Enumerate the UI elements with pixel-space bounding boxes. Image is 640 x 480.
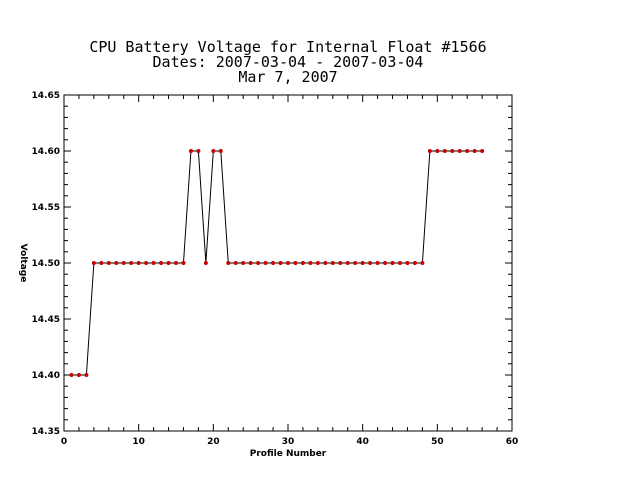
data-point [136, 261, 141, 265]
series-group [69, 149, 485, 377]
x-axis: 0 10 20 30 40 50 60 [61, 95, 518, 447]
data-point [427, 149, 432, 153]
data-point [315, 261, 320, 265]
chart-title-line-1: CPU Battery Voltage for Internal Float #… [89, 38, 486, 56]
data-point [188, 149, 193, 153]
data-point [345, 261, 350, 265]
chart-title: CPU Battery Voltage for Internal Float #… [89, 38, 486, 86]
data-point [151, 261, 156, 265]
data-point [99, 261, 104, 265]
data-point [84, 373, 89, 377]
data-point [442, 149, 447, 153]
data-point [106, 261, 111, 265]
y-tick-label: 14.60 [32, 147, 60, 157]
y-tick-label: 14.45 [32, 315, 60, 325]
data-point [76, 373, 81, 377]
x-tick-label: 30 [282, 437, 295, 447]
data-point [226, 261, 231, 265]
x-tick-label: 60 [506, 437, 519, 447]
data-point [218, 149, 223, 153]
data-point [308, 261, 313, 265]
data-point [465, 149, 470, 153]
data-point [405, 261, 410, 265]
data-point [121, 261, 126, 265]
y-axis: 14.35 14.40 14.45 14.50 14.55 14.60 14.65 [32, 91, 512, 437]
data-point [450, 149, 455, 153]
data-point [248, 261, 253, 265]
x-tick-label: 40 [356, 437, 369, 447]
data-point [360, 261, 365, 265]
data-point [375, 261, 380, 265]
x-axis-label: Profile Number [250, 449, 327, 459]
data-point [480, 149, 485, 153]
chart-title-line-3: Mar 7, 2007 [238, 68, 337, 86]
data-point [398, 261, 402, 265]
data-point [293, 261, 298, 265]
y-tick-label: 14.35 [32, 427, 60, 437]
data-point [338, 261, 343, 265]
data-point [211, 149, 216, 153]
data-point [181, 261, 186, 265]
data-point [412, 261, 417, 265]
data-point [368, 261, 373, 265]
data-point [390, 261, 395, 265]
data-point [69, 373, 74, 377]
data-point [203, 261, 208, 265]
data-point [300, 261, 305, 265]
x-tick-label: 20 [207, 437, 220, 447]
data-point [271, 261, 276, 265]
data-point [263, 261, 268, 265]
data-point [256, 261, 261, 265]
x-tick-label: 50 [431, 437, 444, 447]
data-point [144, 261, 149, 265]
data-point [196, 149, 201, 153]
data-point [383, 261, 388, 265]
data-point [353, 261, 358, 265]
data-point [91, 261, 96, 265]
data-point [323, 261, 328, 265]
data-point [330, 261, 335, 265]
data-point [129, 261, 134, 265]
data-point [472, 149, 477, 153]
data-point [174, 261, 178, 265]
y-axis-label: Voltage [18, 244, 28, 283]
chart-title-line-2: Dates: 2007-03-04 - 2007-03-04 [153, 53, 424, 71]
data-point [420, 261, 425, 265]
data-point [159, 261, 164, 265]
x-tick-label: 0 [61, 437, 67, 447]
data-point [166, 261, 171, 265]
data-point [233, 261, 238, 265]
y-tick-label: 14.65 [32, 91, 60, 101]
data-point [286, 261, 290, 265]
y-tick-label: 14.55 [32, 203, 60, 213]
x-tick-label: 10 [132, 437, 145, 447]
data-point [457, 149, 462, 153]
data-point [278, 261, 283, 265]
data-point [241, 261, 246, 265]
data-point [435, 149, 440, 153]
y-tick-label: 14.50 [32, 259, 60, 269]
y-tick-label: 14.40 [32, 371, 60, 381]
data-point [114, 261, 119, 265]
